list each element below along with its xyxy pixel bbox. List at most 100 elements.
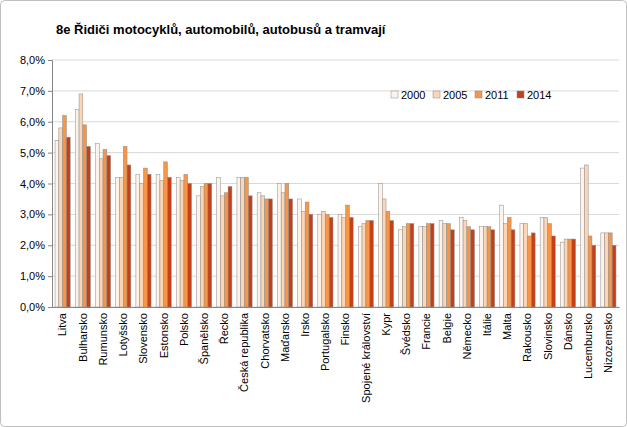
- title: 8e Řidiči motocyklů, automobilů, autobus…: [56, 22, 386, 37]
- bar: [197, 196, 201, 307]
- x-tick: Dánsko: [562, 307, 574, 350]
- grid-line: [52, 152, 619, 153]
- x-tick-label: Malta: [501, 312, 513, 340]
- x-tick-label: Německo: [461, 313, 473, 359]
- y-tick-label: 7,0%: [20, 85, 45, 97]
- y-tick: 1,0%: [20, 270, 52, 282]
- y-tick-mark: [48, 184, 52, 185]
- grid-line: [52, 121, 619, 122]
- bar: [237, 177, 241, 307]
- y-tick-label: 3,0%: [20, 208, 45, 220]
- bar: [370, 221, 374, 307]
- y-tick-label: 4,0%: [20, 178, 45, 190]
- bar: [261, 196, 265, 307]
- bar: [208, 184, 212, 308]
- bar: [342, 217, 346, 307]
- bar: [217, 177, 221, 307]
- y-tick: 5,0%: [20, 147, 52, 159]
- bar: [378, 184, 382, 308]
- bar: [204, 184, 208, 308]
- bar: [572, 239, 576, 307]
- grid-line: [52, 60, 619, 61]
- bar: [504, 224, 508, 307]
- legend-item: 2014: [517, 89, 551, 101]
- legend-label: 2011: [485, 89, 509, 101]
- chart: 8e Řidiči motocyklů, automobilů, autobus…: [0, 0, 627, 427]
- y-tick-mark: [48, 122, 52, 123]
- x-tick-label: Slovensko: [137, 313, 149, 364]
- bar: [116, 177, 120, 307]
- x-tick: Slovinsko: [542, 307, 554, 360]
- x-tick-label: Slovinsko: [542, 313, 554, 360]
- x-tick-label: Litva: [56, 312, 68, 336]
- y-tick-label: 0,0%: [20, 301, 45, 313]
- bar: [439, 221, 443, 307]
- bar: [592, 245, 596, 307]
- x-tick-label: Rumunsko: [97, 313, 109, 366]
- bar: [325, 214, 329, 307]
- bar: [443, 224, 447, 307]
- y-tick: 8,0%: [20, 54, 52, 66]
- x-tick-label: Švédsko: [400, 313, 412, 355]
- bar: [63, 116, 67, 307]
- bar: [318, 214, 322, 307]
- y-tick-label: 1,0%: [20, 270, 45, 282]
- x-tick: Irsko: [299, 307, 311, 337]
- x-tick: Švédsko: [400, 307, 412, 355]
- x-tick: Francie: [420, 307, 432, 350]
- y-tick: 3,0%: [20, 208, 52, 220]
- bar: [338, 214, 342, 307]
- bar: [584, 165, 588, 307]
- y-tick-label: 2,0%: [20, 239, 45, 251]
- x-tick-label: Lucembursko: [582, 313, 594, 379]
- x-tick: Estonsko: [158, 307, 170, 358]
- x-tick-label: Estonsko: [158, 313, 170, 358]
- bar: [581, 168, 585, 307]
- bar: [426, 224, 430, 307]
- bar: [298, 199, 302, 307]
- x-tick-label: Česká republika: [238, 312, 250, 392]
- bar: [87, 146, 91, 307]
- x-tick: Chorvatsko: [259, 307, 271, 369]
- x-tick: Řecko: [218, 307, 230, 344]
- bar: [180, 180, 184, 307]
- bar: [386, 211, 390, 307]
- bar: [471, 230, 475, 307]
- bar: [528, 236, 532, 307]
- y-tick-mark: [48, 153, 52, 154]
- bar: [241, 177, 245, 307]
- bar: [463, 221, 467, 307]
- bar: [200, 187, 204, 307]
- y-tick-mark: [48, 214, 52, 215]
- x-tick-label: Finsko: [339, 313, 351, 345]
- x-axis-line: [53, 307, 620, 308]
- bar: [55, 140, 59, 307]
- bar: [366, 221, 370, 307]
- bar: [305, 202, 309, 307]
- bar: [127, 165, 131, 307]
- x-tick-label: Polsko: [178, 313, 190, 346]
- bar: [520, 224, 524, 307]
- y-tick-mark: [48, 245, 52, 246]
- bar: [358, 227, 362, 307]
- x-tick-label: Portugalsko: [319, 313, 331, 371]
- bar: [450, 230, 454, 307]
- series: [66, 137, 616, 307]
- x-tick-label: Lotyšsko: [117, 313, 129, 356]
- legend-label: 2000: [401, 89, 425, 101]
- x-tick-label: Itálie: [481, 313, 493, 336]
- x-tick: Nizozemsko: [602, 307, 614, 373]
- x-tick-label: Belgie: [441, 313, 453, 344]
- bar: [406, 224, 410, 307]
- bar: [123, 146, 127, 307]
- bar: [480, 227, 484, 307]
- bar: [95, 143, 99, 307]
- x-tick-label: Spojené království: [360, 313, 372, 403]
- bar: [430, 224, 434, 307]
- bar: [289, 199, 293, 307]
- y-tick-mark: [48, 307, 52, 308]
- legend-label: 2014: [527, 89, 551, 101]
- legend-item: 2011: [475, 89, 509, 101]
- bar: [467, 227, 471, 307]
- x-axis: LitvaBulharskoRumunskoLotyšskoSlovenskoE…: [53, 307, 620, 403]
